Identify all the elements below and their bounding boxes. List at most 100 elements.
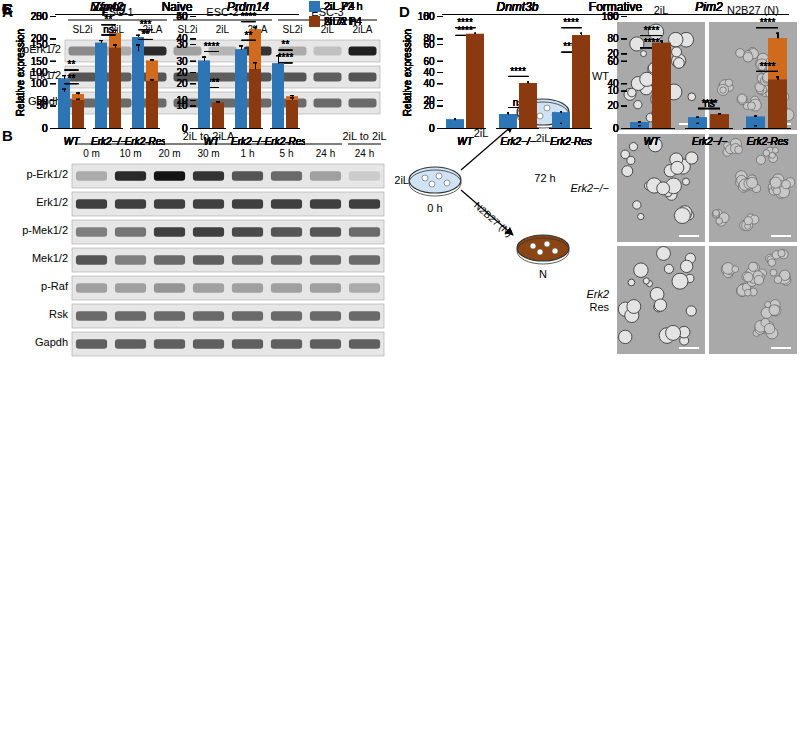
svg-text:****: **** [204, 41, 220, 52]
svg-text:0: 0 [42, 123, 48, 134]
svg-text:20: 20 [176, 78, 188, 89]
svg-text:40: 40 [607, 78, 619, 89]
svg-text:0: 0 [182, 123, 188, 134]
svg-text:****: **** [457, 17, 473, 28]
svg-text:40: 40 [423, 78, 435, 89]
svg-text:100: 100 [602, 11, 619, 22]
svg-text:WT: WT [457, 136, 473, 147]
svg-text:Erk2-Res: Erk2-Res [550, 136, 592, 147]
svg-text:60: 60 [423, 56, 435, 67]
svg-text:20: 20 [176, 78, 188, 89]
svg-text:100: 100 [418, 11, 435, 22]
svg-text:WT: WT [204, 136, 220, 147]
svg-text:WT: WT [644, 136, 660, 147]
svg-text:100: 100 [31, 67, 48, 78]
svg-text:Relative expression: Relative expression [402, 29, 413, 116]
svg-text:40: 40 [423, 67, 435, 78]
svg-text:WT: WT [457, 136, 473, 147]
svg-text:150: 150 [31, 56, 48, 67]
svg-text:Erk2−/−: Erk2−/− [500, 136, 535, 147]
svg-text:Erk2−/−: Erk2−/− [231, 136, 266, 147]
svg-text:100: 100 [31, 78, 48, 89]
svg-text:Erk2−/−: Erk2−/− [231, 136, 266, 147]
svg-text:20: 20 [176, 67, 188, 78]
svg-text:20: 20 [176, 78, 188, 89]
svg-text:**: ** [68, 73, 76, 84]
svg-text:30 m: 30 m [197, 148, 219, 159]
svg-text:2iL: 2iL [536, 132, 551, 144]
svg-text:****: **** [760, 17, 776, 28]
svg-text:Erk2−/−: Erk2−/− [231, 136, 266, 147]
svg-text:100: 100 [31, 67, 48, 78]
svg-text:****: **** [278, 52, 294, 63]
svg-text:**: ** [142, 29, 150, 40]
svg-text:Erk2−/−: Erk2−/− [91, 136, 126, 147]
svg-text:100: 100 [418, 11, 435, 22]
svg-text:Erk2-Res: Erk2-Res [747, 136, 789, 147]
svg-text:200: 200 [31, 11, 48, 22]
svg-text:Erk2−/−: Erk2−/− [231, 136, 266, 147]
svg-text:p-Mek1/2: p-Mek1/2 [22, 224, 68, 236]
svg-text:****: **** [204, 41, 220, 52]
svg-text:40: 40 [607, 78, 619, 89]
svg-text:0: 0 [182, 123, 188, 134]
svg-text:0: 0 [182, 123, 188, 134]
svg-text:0: 0 [429, 123, 435, 134]
svg-text:2iL: 2iL [216, 24, 230, 35]
svg-text:0: 0 [613, 123, 619, 134]
svg-text:Erk2−/−: Erk2−/− [231, 136, 266, 147]
svg-text:5 h: 5 h [280, 148, 294, 159]
svg-text:Erk2−/−: Erk2−/− [231, 136, 266, 147]
svg-text:Gapdh: Gapdh [35, 336, 68, 348]
svg-text:Erk2-Res: Erk2-Res [747, 136, 789, 147]
svg-text:40: 40 [423, 67, 435, 78]
svg-text:0: 0 [182, 123, 188, 134]
svg-text:****: **** [457, 17, 473, 28]
svg-text:0: 0 [613, 123, 619, 134]
svg-text:0: 0 [42, 123, 48, 134]
svg-text:60: 60 [607, 56, 619, 67]
svg-text:Erk2-Res: Erk2-Res [747, 136, 789, 147]
svg-text:Erk2−/−: Erk2−/− [692, 136, 727, 147]
svg-text:D: D [399, 3, 410, 20]
svg-text:Relative expression: Relative expression [402, 29, 413, 116]
svg-text:100: 100 [31, 78, 48, 89]
svg-text:10 m: 10 m [119, 148, 141, 159]
svg-text:Erk2-Res: Erk2-Res [550, 136, 592, 147]
svg-text:WT: WT [457, 136, 473, 147]
svg-text:1 h: 1 h [241, 148, 255, 159]
svg-text:**: ** [282, 39, 290, 50]
svg-text:Erk2-Res: Erk2-Res [550, 136, 592, 147]
svg-text:Erk2−/−: Erk2−/− [500, 136, 535, 147]
svg-text:****: **** [760, 17, 776, 28]
svg-text:Erk2Res: Erk2Res [586, 288, 609, 313]
svg-text:****: **** [278, 52, 294, 63]
svg-text:150: 150 [31, 56, 48, 67]
svg-text:Erk2−/−: Erk2−/− [692, 136, 727, 147]
svg-text:10: 10 [176, 95, 188, 106]
svg-text:WT: WT [204, 136, 220, 147]
svg-text:****: **** [702, 98, 718, 109]
svg-text:Erk2-Res: Erk2-Res [550, 136, 592, 147]
svg-text:ns: ns [103, 24, 114, 35]
svg-text:WT: WT [457, 136, 473, 147]
svg-text:Erk2-Res: Erk2-Res [550, 136, 592, 147]
svg-text:Erk2−/−: Erk2−/− [692, 136, 727, 147]
svg-text:250: 250 [31, 11, 48, 22]
svg-text:2iL to 2iL: 2iL to 2iL [342, 130, 386, 142]
svg-text:0: 0 [182, 123, 188, 134]
svg-text:0: 0 [429, 123, 435, 134]
svg-text:Relative expression: Relative expression [15, 29, 26, 116]
svg-text:50: 50 [36, 95, 48, 106]
svg-text:Erk2−/−: Erk2−/− [91, 136, 126, 147]
svg-text:Erk2-Res: Erk2-Res [747, 136, 789, 147]
svg-text:Erk2-Res: Erk2-Res [265, 136, 305, 147]
svg-text:WT: WT [204, 136, 220, 147]
svg-text:40: 40 [423, 67, 435, 78]
svg-text:20: 20 [176, 67, 188, 78]
svg-text:50: 50 [176, 11, 188, 22]
svg-text:0: 0 [42, 123, 48, 134]
svg-text:****: **** [278, 52, 294, 63]
svg-text:60: 60 [607, 56, 619, 67]
svg-text:Erk2-Res: Erk2-Res [125, 136, 165, 147]
